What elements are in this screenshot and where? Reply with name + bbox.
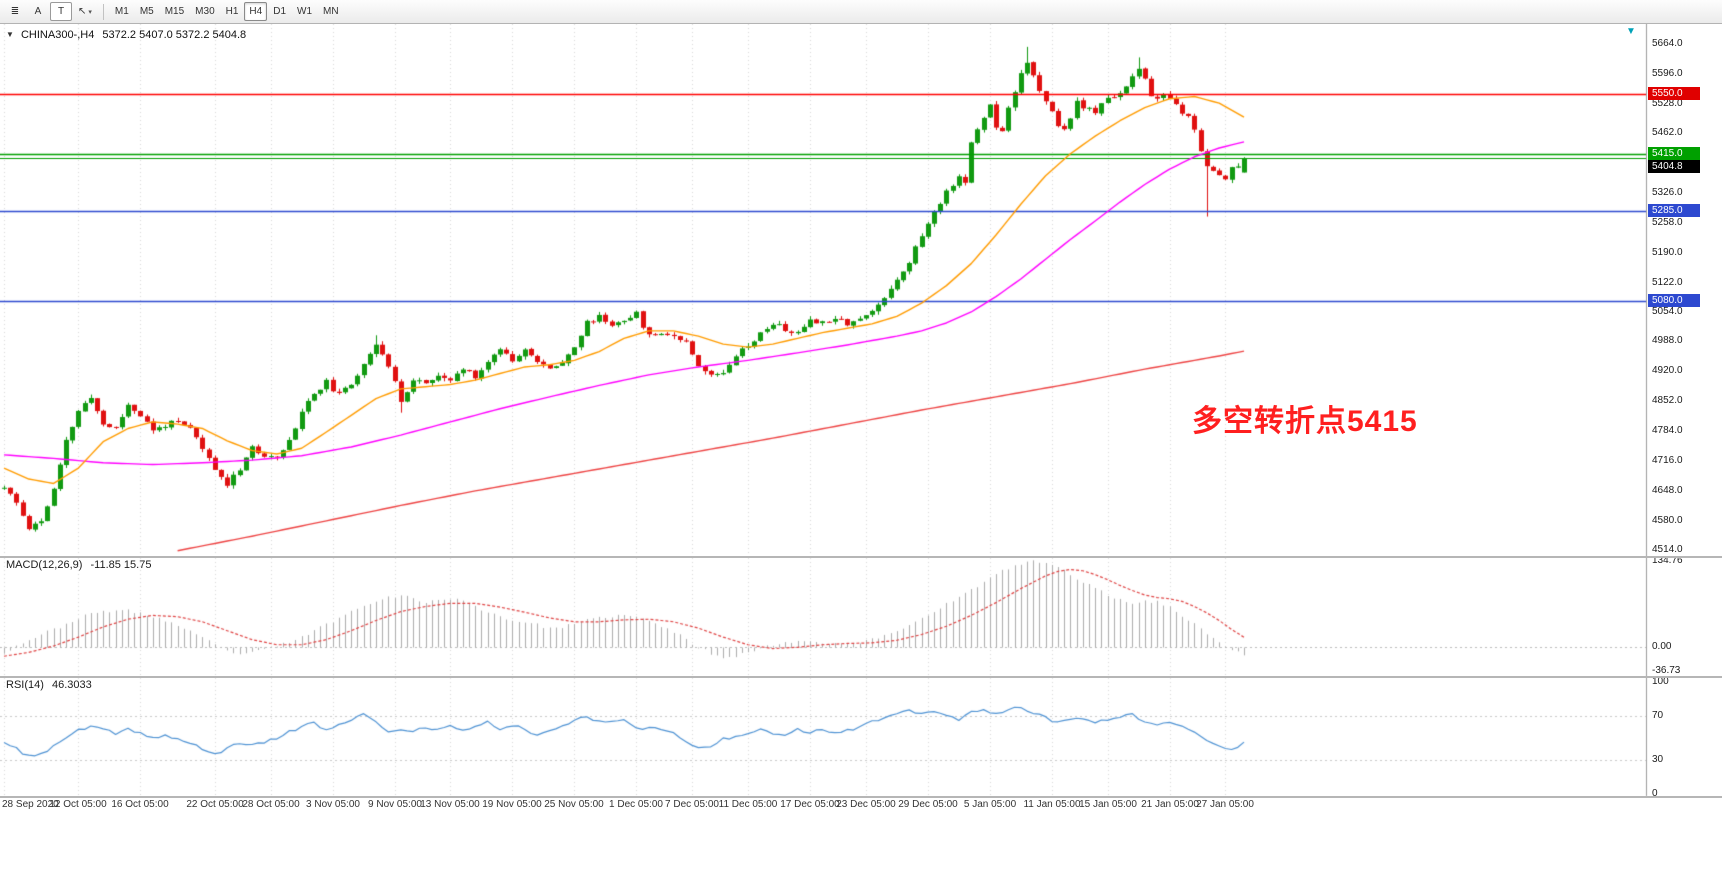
panel-separator-rsi-dates[interactable] <box>0 796 1722 798</box>
time-axis-label: 12 Oct 05:00 <box>49 799 107 810</box>
time-axis-label: 11 Jan 05:00 <box>1023 799 1081 810</box>
time-axis-label: 11 Dec 05:00 <box>718 799 778 810</box>
dropdown-caret-icon: ▾ <box>88 8 92 16</box>
time-axis-label: 22 Oct 05:00 <box>186 799 244 810</box>
current-price-tag[interactable]: 5404.8 <box>1648 160 1700 173</box>
cursor-tool-button[interactable]: ↖ ▾ <box>78 6 92 17</box>
macd-name: MACD(12,26,9) <box>6 559 83 571</box>
price-axis-label: 5528.0 <box>1652 98 1683 110</box>
toolbar-separator <box>102 3 104 20</box>
price-axis-label: 4648.0 <box>1652 484 1683 496</box>
price-axis-label: 5664.0 <box>1652 38 1683 50</box>
timeframe-m15-button[interactable]: M15 <box>164 6 185 17</box>
time-axis-label: 17 Dec 05:00 <box>780 799 840 810</box>
time-axis-label: 19 Nov 05:00 <box>482 799 542 810</box>
font-tool-button[interactable]: A <box>34 6 42 17</box>
timeframe-h4-button[interactable]: H4 <box>244 2 268 21</box>
timeframe-m1-button[interactable]: M1 <box>114 6 129 17</box>
price-axis-label: 5326.0 <box>1652 186 1683 198</box>
price-axis-label: 4920.0 <box>1652 365 1683 377</box>
time-axis-label: 23 Dec 05:00 <box>836 799 896 810</box>
collapse-arrow-icon[interactable]: ▼ <box>6 30 14 39</box>
macd-values: -11.85 15.75 <box>90 559 152 571</box>
price-axis-label: 5462.0 <box>1652 127 1683 139</box>
price-axis-label: 4716.0 <box>1652 455 1683 467</box>
time-axis-label: 21 Jan 05:00 <box>1141 799 1199 810</box>
rsi-axis-label: 30 <box>1652 754 1664 766</box>
timeframe-m5-button[interactable]: M5 <box>139 6 154 17</box>
macd-axis-label: 0.00 <box>1652 641 1672 653</box>
price-level-tag[interactable]: 5415.0 <box>1648 147 1700 160</box>
price-axis-label: 5122.0 <box>1652 276 1683 288</box>
rsi-indicator-label: RSI(14) 46.3033 <box>6 679 97 691</box>
price-chart-canvas[interactable] <box>0 24 1722 892</box>
time-axis-label: 15 Jan 05:00 <box>1079 799 1137 810</box>
time-axis-label: 3 Nov 05:00 <box>306 799 360 810</box>
rsi-axis-label: 100 <box>1652 676 1669 687</box>
rsi-axis-label: 0 <box>1652 788 1658 799</box>
time-axis-label: 27 Jan 05:00 <box>1196 799 1254 810</box>
timeframe-w1-button[interactable]: W1 <box>297 6 313 17</box>
top-toolbar: ≣ A T ↖ ▾ M1 M5 M15 M30 H1 H4 D1 W1 MN <box>0 0 1722 24</box>
price-axis-label: 4580.0 <box>1652 514 1683 526</box>
timeframe-d1-button[interactable]: D1 <box>273 6 287 17</box>
chart-title: ▼ CHINA300-,H4 5372.2 5407.0 5372.2 5404… <box>6 29 251 41</box>
timeframe-h1-button[interactable]: H1 <box>225 6 239 17</box>
rsi-value: 46.3033 <box>51 679 92 691</box>
price-axis-label: 4784.0 <box>1652 425 1683 437</box>
chart-shift-marker[interactable]: ▼ <box>1626 26 1636 37</box>
price-axis-label: 5258.0 <box>1652 216 1683 228</box>
time-axis-label: 1 Dec 05:00 <box>609 799 663 810</box>
time-axis-label: 25 Nov 05:00 <box>544 799 604 810</box>
price-axis-label: 5596.0 <box>1652 68 1683 80</box>
timeframe-buttons-group: M1 M5 M15 M30 H1 H4 D1 W1 MN <box>110 2 344 21</box>
macd-axis-label: -36.73 <box>1652 664 1681 676</box>
ohlc-readout: 5372.2 5407.0 5372.2 5404.8 <box>102 29 247 41</box>
time-axis-label: 28 Sep 2020 <box>2 799 59 810</box>
price-axis-label: 5054.0 <box>1652 306 1683 318</box>
price-axis-label: 4514.0 <box>1652 543 1683 555</box>
annotation-text[interactable]: 多空转折点5415 <box>1192 405 1418 438</box>
panel-separator-macd-rsi[interactable] <box>0 676 1722 678</box>
time-axis-label: 28 Oct 05:00 <box>242 799 300 810</box>
panel-separator-main-macd[interactable] <box>0 556 1722 558</box>
price-level-tag[interactable]: 5285.0 <box>1648 204 1700 217</box>
price-axis-label: 5190.0 <box>1652 246 1683 258</box>
drawing-tools-group: ≣ A T ↖ ▾ <box>4 2 97 21</box>
timeframe-m30-button[interactable]: M30 <box>195 6 215 17</box>
time-axis-label: 16 Oct 05:00 <box>111 799 169 810</box>
time-axis-label: 5 Jan 05:00 <box>963 799 1017 810</box>
symbol-timeframe-label: CHINA300-,H4 <box>20 29 95 41</box>
price-level-tag[interactable]: 5550.0 <box>1648 87 1700 100</box>
timeframe-mn-button[interactable]: MN <box>323 6 339 17</box>
price-level-tag[interactable]: 5080.0 <box>1648 294 1700 307</box>
text-tool-button[interactable]: T <box>50 2 72 21</box>
rsi-axis-label: 70 <box>1652 709 1664 721</box>
macd-axis-label: 134.76 <box>1652 555 1683 567</box>
macd-indicator-label: MACD(12,26,9) -11.85 15.75 <box>6 559 156 571</box>
price-axis-label: 4988.0 <box>1652 335 1683 347</box>
time-axis-label: 9 Nov 05:00 <box>368 799 422 810</box>
time-axis-label: 7 Dec 05:00 <box>665 799 719 810</box>
time-axis-label: 29 Dec 05:00 <box>898 799 958 810</box>
price-axis-label: 4852.0 <box>1652 395 1683 407</box>
chart-list-button[interactable]: ≣ <box>10 6 20 17</box>
rsi-name: RSI(14) <box>6 679 44 691</box>
time-axis-label: 13 Nov 05:00 <box>420 799 480 810</box>
